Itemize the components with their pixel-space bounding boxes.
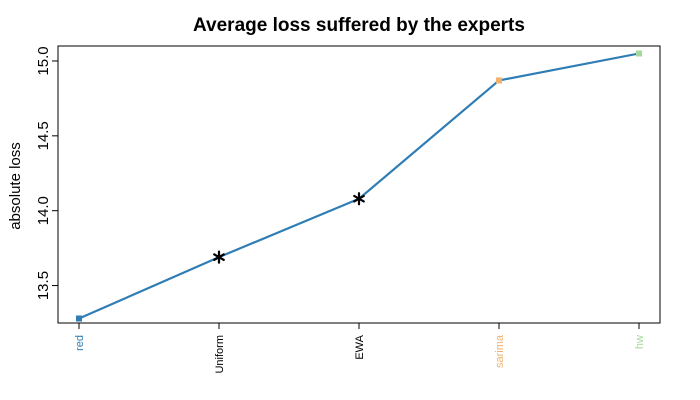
y-tick-label: 14.5 (35, 121, 52, 150)
x-tick-label-uniform: Uniform (214, 335, 226, 374)
y-tick-label: 15.0 (35, 46, 52, 75)
y-axis-label: absolute loss (7, 142, 24, 230)
series-line (77, 52, 641, 320)
data-point-hw (636, 50, 642, 57)
x-tick-label-ewa: EWA (354, 334, 366, 359)
series-line-group (77, 52, 641, 320)
x-tick-label-sarima: sarima (494, 334, 506, 368)
y-tick-label: 13.5 (35, 271, 52, 300)
y-tick-label: 14.0 (35, 196, 52, 225)
y-axis-ticks: 13.5 14.0 14.5 15.0 (35, 46, 58, 300)
data-markers (76, 50, 642, 322)
chart-title: Average loss suffered by the experts (193, 15, 525, 36)
x-tick-label-red: red (74, 335, 86, 351)
x-tick-label-hw: hw (634, 335, 646, 349)
data-point-sarima (496, 77, 502, 84)
x-axis-ticks: red Uniform EWA sarima hw (74, 323, 646, 374)
data-point-ewa (353, 192, 365, 206)
data-point-uniform (213, 250, 225, 264)
plot-frame (57, 45, 661, 324)
data-point-red (76, 315, 82, 322)
